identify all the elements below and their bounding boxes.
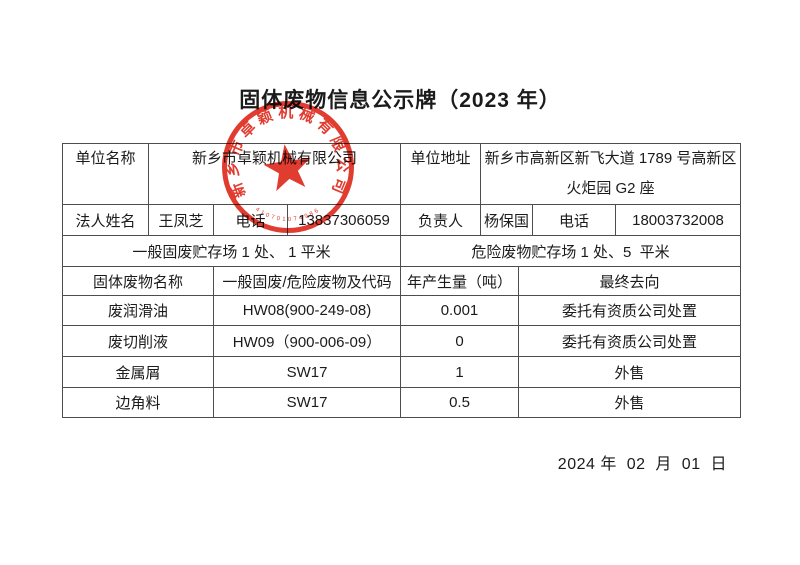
waste-code: SW17 [213, 356, 401, 388]
waste-amount: 0 [400, 325, 519, 357]
table-header-row: 固体废物名称 一般固废/危险废物及代码 年产生量（吨） 最终去向 [62, 266, 742, 296]
address-line-2: 火炬园 G2 座 [566, 180, 655, 197]
waste-name: 金属屑 [62, 356, 214, 388]
phone2-label: 电话 [532, 204, 616, 236]
table-row: 法人姓名 王凤芝 电话 13837306059 负责人 杨保国 电话 18003… [62, 204, 742, 236]
header-waste-code: 一般固废/危险废物及代码 [213, 266, 401, 296]
legal-person-label: 法人姓名 [62, 204, 149, 236]
table-row: 单位名称 新乡市卓颖机械有限公司 单位地址 新乡市高新区新飞大道 1789 号高… [62, 143, 742, 205]
table-row: 边角料 SW17 0.5 外售 [62, 387, 742, 418]
waste-destination: 委托有资质公司处置 [517, 325, 742, 357]
phone1-value: 13837306059 [287, 204, 401, 236]
header-annual-amount: 年产生量（吨） [400, 266, 519, 296]
phone1-label: 电话 [213, 204, 288, 236]
address-line-1: 新乡市高新区新飞大道 1789 号高新区 [484, 150, 737, 167]
unit-address-value: 新乡市高新区新飞大道 1789 号高新区 火炬园 G2 座 [479, 143, 742, 205]
hazard-storage-info: 危险废物贮存场 1 处、5 平米 [399, 235, 742, 267]
waste-code: HW08(900-249-08) [213, 295, 401, 326]
header-waste-name: 固体废物名称 [62, 266, 214, 296]
waste-code: HW09（900-006-09） [213, 325, 401, 357]
manager-value: 杨保国 [480, 204, 533, 236]
waste-amount: 0.001 [400, 295, 519, 326]
general-storage-info: 一般固废贮存场 1 处、 1 平米 [62, 235, 401, 267]
issue-date: 2024 年 02 月 01 日 [557, 456, 727, 473]
waste-name: 边角料 [62, 387, 214, 418]
waste-name: 废润滑油 [62, 295, 214, 326]
waste-name: 废切削液 [62, 325, 214, 357]
header-destination: 最终去向 [517, 266, 742, 296]
phone2-value: 18003732008 [614, 204, 742, 236]
waste-amount: 1 [400, 356, 519, 388]
table-row: 金属屑 SW17 1 外售 [62, 356, 742, 388]
waste-code: SW17 [213, 387, 401, 418]
unit-name-value: 新乡市卓颖机械有限公司 [148, 143, 401, 205]
waste-destination: 委托有资质公司处置 [517, 295, 742, 326]
table-row: 废切削液 HW09（900-006-09） 0 委托有资质公司处置 [62, 325, 742, 357]
unit-name-label: 单位名称 [62, 143, 149, 205]
waste-info-table: 单位名称 新乡市卓颖机械有限公司 单位地址 新乡市高新区新飞大道 1789 号高… [62, 143, 742, 418]
table-row: 废润滑油 HW08(900-249-08) 0.001 委托有资质公司处置 [62, 295, 742, 326]
waste-destination: 外售 [517, 356, 742, 388]
waste-destination: 外售 [517, 387, 742, 418]
page-title: 固体废物信息公示牌（2023 年） [239, 89, 561, 112]
legal-person-value: 王凤芝 [148, 204, 214, 236]
table-row: 一般固废贮存场 1 处、 1 平米 危险废物贮存场 1 处、5 平米 [62, 235, 742, 267]
unit-address-label: 单位地址 [400, 143, 481, 205]
waste-amount: 0.5 [400, 387, 519, 418]
manager-label: 负责人 [400, 204, 481, 236]
